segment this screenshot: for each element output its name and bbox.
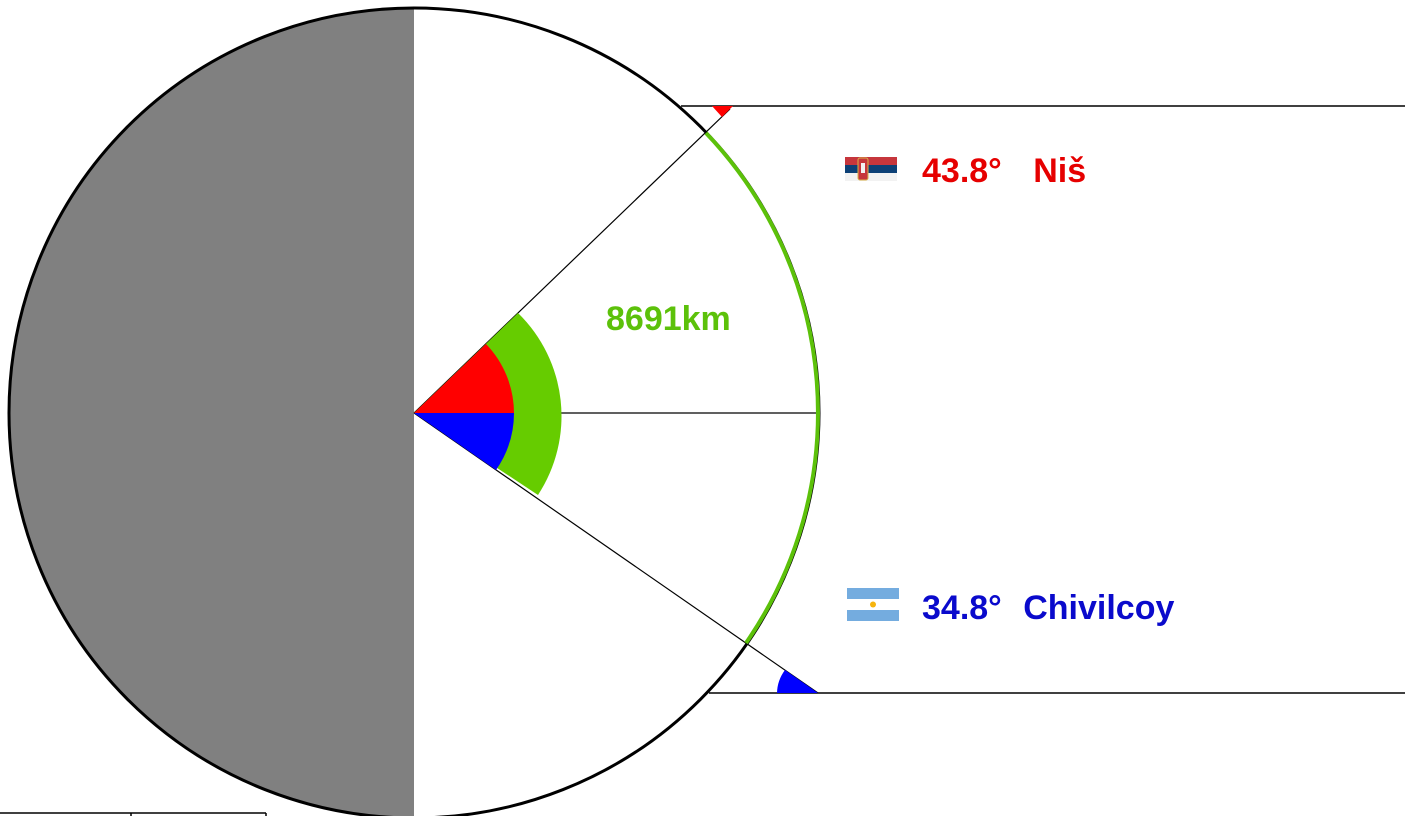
serbia-flag-icon	[845, 157, 897, 181]
north-ray-angle-marker	[712, 106, 733, 117]
south-ray-angle-marker	[777, 670, 818, 693]
north-city-name: Niš	[1033, 152, 1086, 190]
earth-shadow-half	[9, 8, 414, 816]
north-city-label: 43.8° Niš	[922, 152, 1086, 190]
radius-north	[413, 108, 731, 414]
north-angle-sector	[414, 344, 514, 413]
south-city-name: Chivilcoy	[1023, 589, 1174, 627]
north-city-angle: 43.8°	[922, 152, 1002, 190]
south-city-angle: 34.8°	[922, 589, 1002, 627]
argentina-flag-icon	[847, 588, 899, 621]
distance-arc	[704, 131, 820, 645]
south-city-label: 34.8° Chivilcoy	[922, 589, 1174, 627]
distance-label: 8691km	[606, 300, 731, 338]
south-angle-sector	[414, 413, 514, 470]
